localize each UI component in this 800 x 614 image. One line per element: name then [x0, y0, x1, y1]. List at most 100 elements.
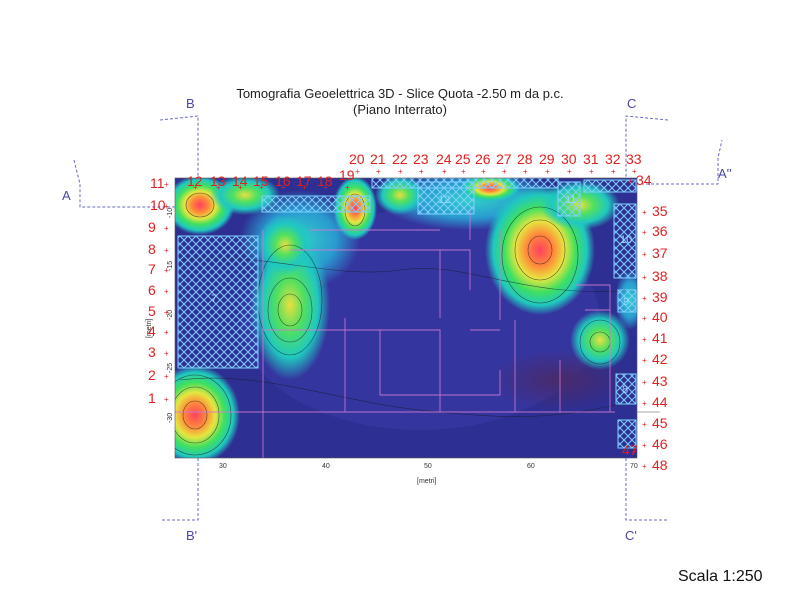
electrode-label-26: 26 [475, 151, 491, 167]
electrode-label-30: 30 [561, 151, 577, 167]
section-lines [73, 115, 723, 521]
electrode-marker-27: + [502, 167, 507, 176]
electrode-label-7: 7 [148, 261, 156, 277]
electrode-labels: 1 +2 +3 +4 +5 +6 +7 +8 +9 +10+11 +12+ 13+ 14+ 15+ 16+ 1… [148, 151, 668, 473]
electrode-label-1: 1 [148, 390, 156, 406]
section-line-b2 [160, 458, 199, 521]
electrode-marker-22: + [398, 167, 403, 176]
hatched-room-7 [177, 235, 259, 369]
section-line-a2 [636, 139, 723, 185]
section-line-c2 [625, 458, 668, 521]
electrode-marker-20: + [355, 167, 360, 176]
electrode-marker-7: + [164, 266, 169, 275]
electrode-marker-41: + [642, 335, 647, 344]
electrode-label-17: 17 [296, 173, 312, 189]
section-line-c [625, 115, 669, 178]
electrode-label-45: 45 [652, 415, 668, 431]
electrode-marker-3: + [164, 349, 169, 358]
electrode-label-15: 15 [253, 173, 269, 189]
y-tick-15: -15 [167, 261, 174, 271]
electrode-label-20: 20 [349, 151, 365, 167]
electrode-marker-16: + [281, 183, 286, 192]
electrode-label-48: 48 [652, 457, 668, 473]
electrode-label-42: 42 [652, 351, 668, 367]
electrode-label-6: 6 [148, 282, 156, 298]
x-tick-70: 70 [630, 463, 638, 470]
section-label-a2: A'' [718, 166, 732, 181]
electrode-label-25: 25 [455, 151, 471, 167]
electrode-label-12: 12 [187, 173, 203, 189]
electrode-label-23: 23 [413, 151, 429, 167]
electrode-label-16: 16 [275, 173, 291, 189]
electrode-marker-29: + [545, 167, 550, 176]
electrode-label-38: 38 [652, 268, 668, 284]
electrode-label-21: 21 [370, 151, 386, 167]
x-tick-40: 40 [322, 463, 330, 470]
electrode-marker-45: + [642, 420, 647, 429]
electrode-label-8: 8 [148, 241, 156, 257]
x-tick-60: 60 [527, 463, 535, 470]
x-tick-30: 30 [219, 463, 227, 470]
electrode-marker-44: + [642, 399, 647, 408]
y-tick-25: -25 [167, 363, 174, 373]
hatched-room-bottom-right [617, 419, 637, 449]
section-line-a [73, 159, 175, 208]
section-label-b2: B' [186, 528, 197, 543]
room-label-10: 10 [620, 234, 632, 246]
hatched-room-12 [417, 181, 475, 215]
electrode-marker-30: + [567, 167, 572, 176]
electrode-label-11: 11 [150, 175, 165, 191]
electrode-marker-23: + [419, 167, 424, 176]
x-axis-ticks: 30 40 50 60 70 [219, 463, 638, 470]
electrode-marker-43: + [642, 378, 647, 387]
electrode-label-33: 33 [626, 151, 642, 167]
y-axis-ticks: -10 -15 -20 -25 -30 [167, 208, 174, 423]
figure-title: Tomografia Geoelettrica 3D - Slice Quota… [236, 86, 564, 101]
x-axis-label: [metri] [417, 478, 437, 485]
room-label-7: 7 [211, 293, 217, 305]
y-tick-20: -20 [167, 310, 174, 320]
electrode-label-18: 18 [317, 173, 333, 189]
hatched-room-10 [613, 203, 637, 279]
electrode-label-43: 43 [652, 373, 668, 389]
electrode-marker-8: + [164, 246, 169, 255]
y-tick-30: -30 [167, 413, 174, 423]
electrode-marker-40: + [642, 314, 647, 323]
plot-frame [174, 177, 638, 459]
electrode-marker-10: + [164, 202, 169, 211]
electrode-label-47: 47 [622, 442, 638, 458]
hatched-room-top-left [261, 195, 371, 213]
electrode-label-22: 22 [392, 151, 408, 167]
electrode-label-34: 34 [636, 172, 652, 188]
electrode-marker-14: + [238, 183, 243, 192]
section-line-b [159, 115, 199, 178]
electrode-marker-35: + [642, 208, 647, 217]
electrode-marker-18: + [323, 183, 328, 192]
electrode-marker-32: + [611, 167, 616, 176]
electrode-marker-33: + [632, 167, 637, 176]
electrode-label-41: 41 [652, 330, 668, 346]
resistivity-field [175, 178, 637, 458]
electrode-label-37: 37 [652, 245, 668, 261]
electrode-marker-1: + [164, 395, 169, 404]
electrode-marker-38: + [642, 273, 647, 282]
electrode-label-2: 2 [148, 367, 156, 383]
section-label-c2: C' [625, 528, 637, 543]
room-label-11: 11 [565, 194, 576, 206]
electrode-marker-17: + [302, 183, 307, 192]
electrode-marker-46: + [642, 441, 647, 450]
room-labels: 7 8 9 10 11 12 [211, 194, 632, 396]
room-label-8: 8 [622, 384, 628, 396]
room-label-12: 12 [438, 194, 450, 206]
electrode-marker-48: + [642, 462, 647, 471]
y-axis-label: [metri] [146, 319, 153, 339]
electrode-marker-25: + [461, 167, 466, 176]
figure-subtitle: (Piano Interrato) [353, 102, 447, 117]
section-label-a: A [62, 188, 71, 203]
electrode-marker-36: + [642, 228, 647, 237]
electrode-label-36: 36 [652, 223, 668, 239]
electrode-marker-19: + [345, 183, 350, 192]
electrode-label-24: 24 [436, 151, 452, 167]
electrode-marker-39: + [642, 294, 647, 303]
electrode-marker-31: + [589, 167, 594, 176]
